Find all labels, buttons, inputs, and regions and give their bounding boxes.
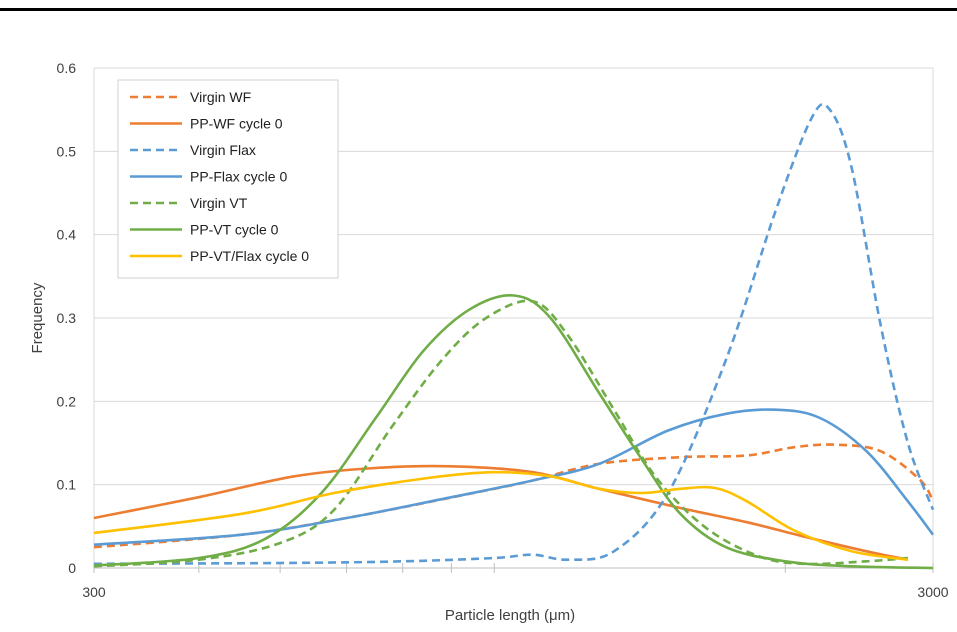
legend-box <box>117 79 339 279</box>
y-axis-title: Frequency <box>29 282 46 353</box>
legend-label: PP-VT/Flax cycle 0 <box>190 248 309 264</box>
y-tick-label: 0.6 <box>57 60 77 76</box>
series-line-6 <box>93 294 934 570</box>
x-axis-title: Particle length (μm) <box>445 607 575 624</box>
legend-label: PP-Flax cycle 0 <box>190 169 287 185</box>
axes: 0 0.1 0.2 0.3 0.4 0.5 0.6 300 3000 <box>57 60 949 600</box>
y-tick-label: 0.1 <box>57 477 77 493</box>
y-tick-label: 0.5 <box>57 143 77 159</box>
legend-label: PP-WF cycle 0 <box>190 116 283 132</box>
top-rule <box>0 8 957 11</box>
x-tick-label: 300 <box>82 584 106 600</box>
y-tick-label: 0.2 <box>57 393 77 409</box>
series-line-2 <box>93 464 909 561</box>
y-tick-label: 0.3 <box>57 310 77 326</box>
legend: Virgin WF PP-WF cycle 0 Virgin Flax PP-Flax… <box>117 79 339 279</box>
series-line-7 <box>93 470 909 561</box>
series-lines <box>93 102 935 570</box>
series-line-4 <box>93 408 935 546</box>
legend-label: Virgin Flax <box>190 142 256 158</box>
legend-label: Virgin WF <box>190 89 251 105</box>
x-tick-label: 3000 <box>917 584 948 600</box>
series-line-1 <box>93 443 935 549</box>
y-tick-label: 0.4 <box>57 227 77 243</box>
series-line-3 <box>93 102 935 566</box>
legend-label: Virgin VT <box>190 195 248 211</box>
legend-label: PP-VT cycle 0 <box>190 222 279 238</box>
y-tick-label: 0 <box>68 560 76 576</box>
